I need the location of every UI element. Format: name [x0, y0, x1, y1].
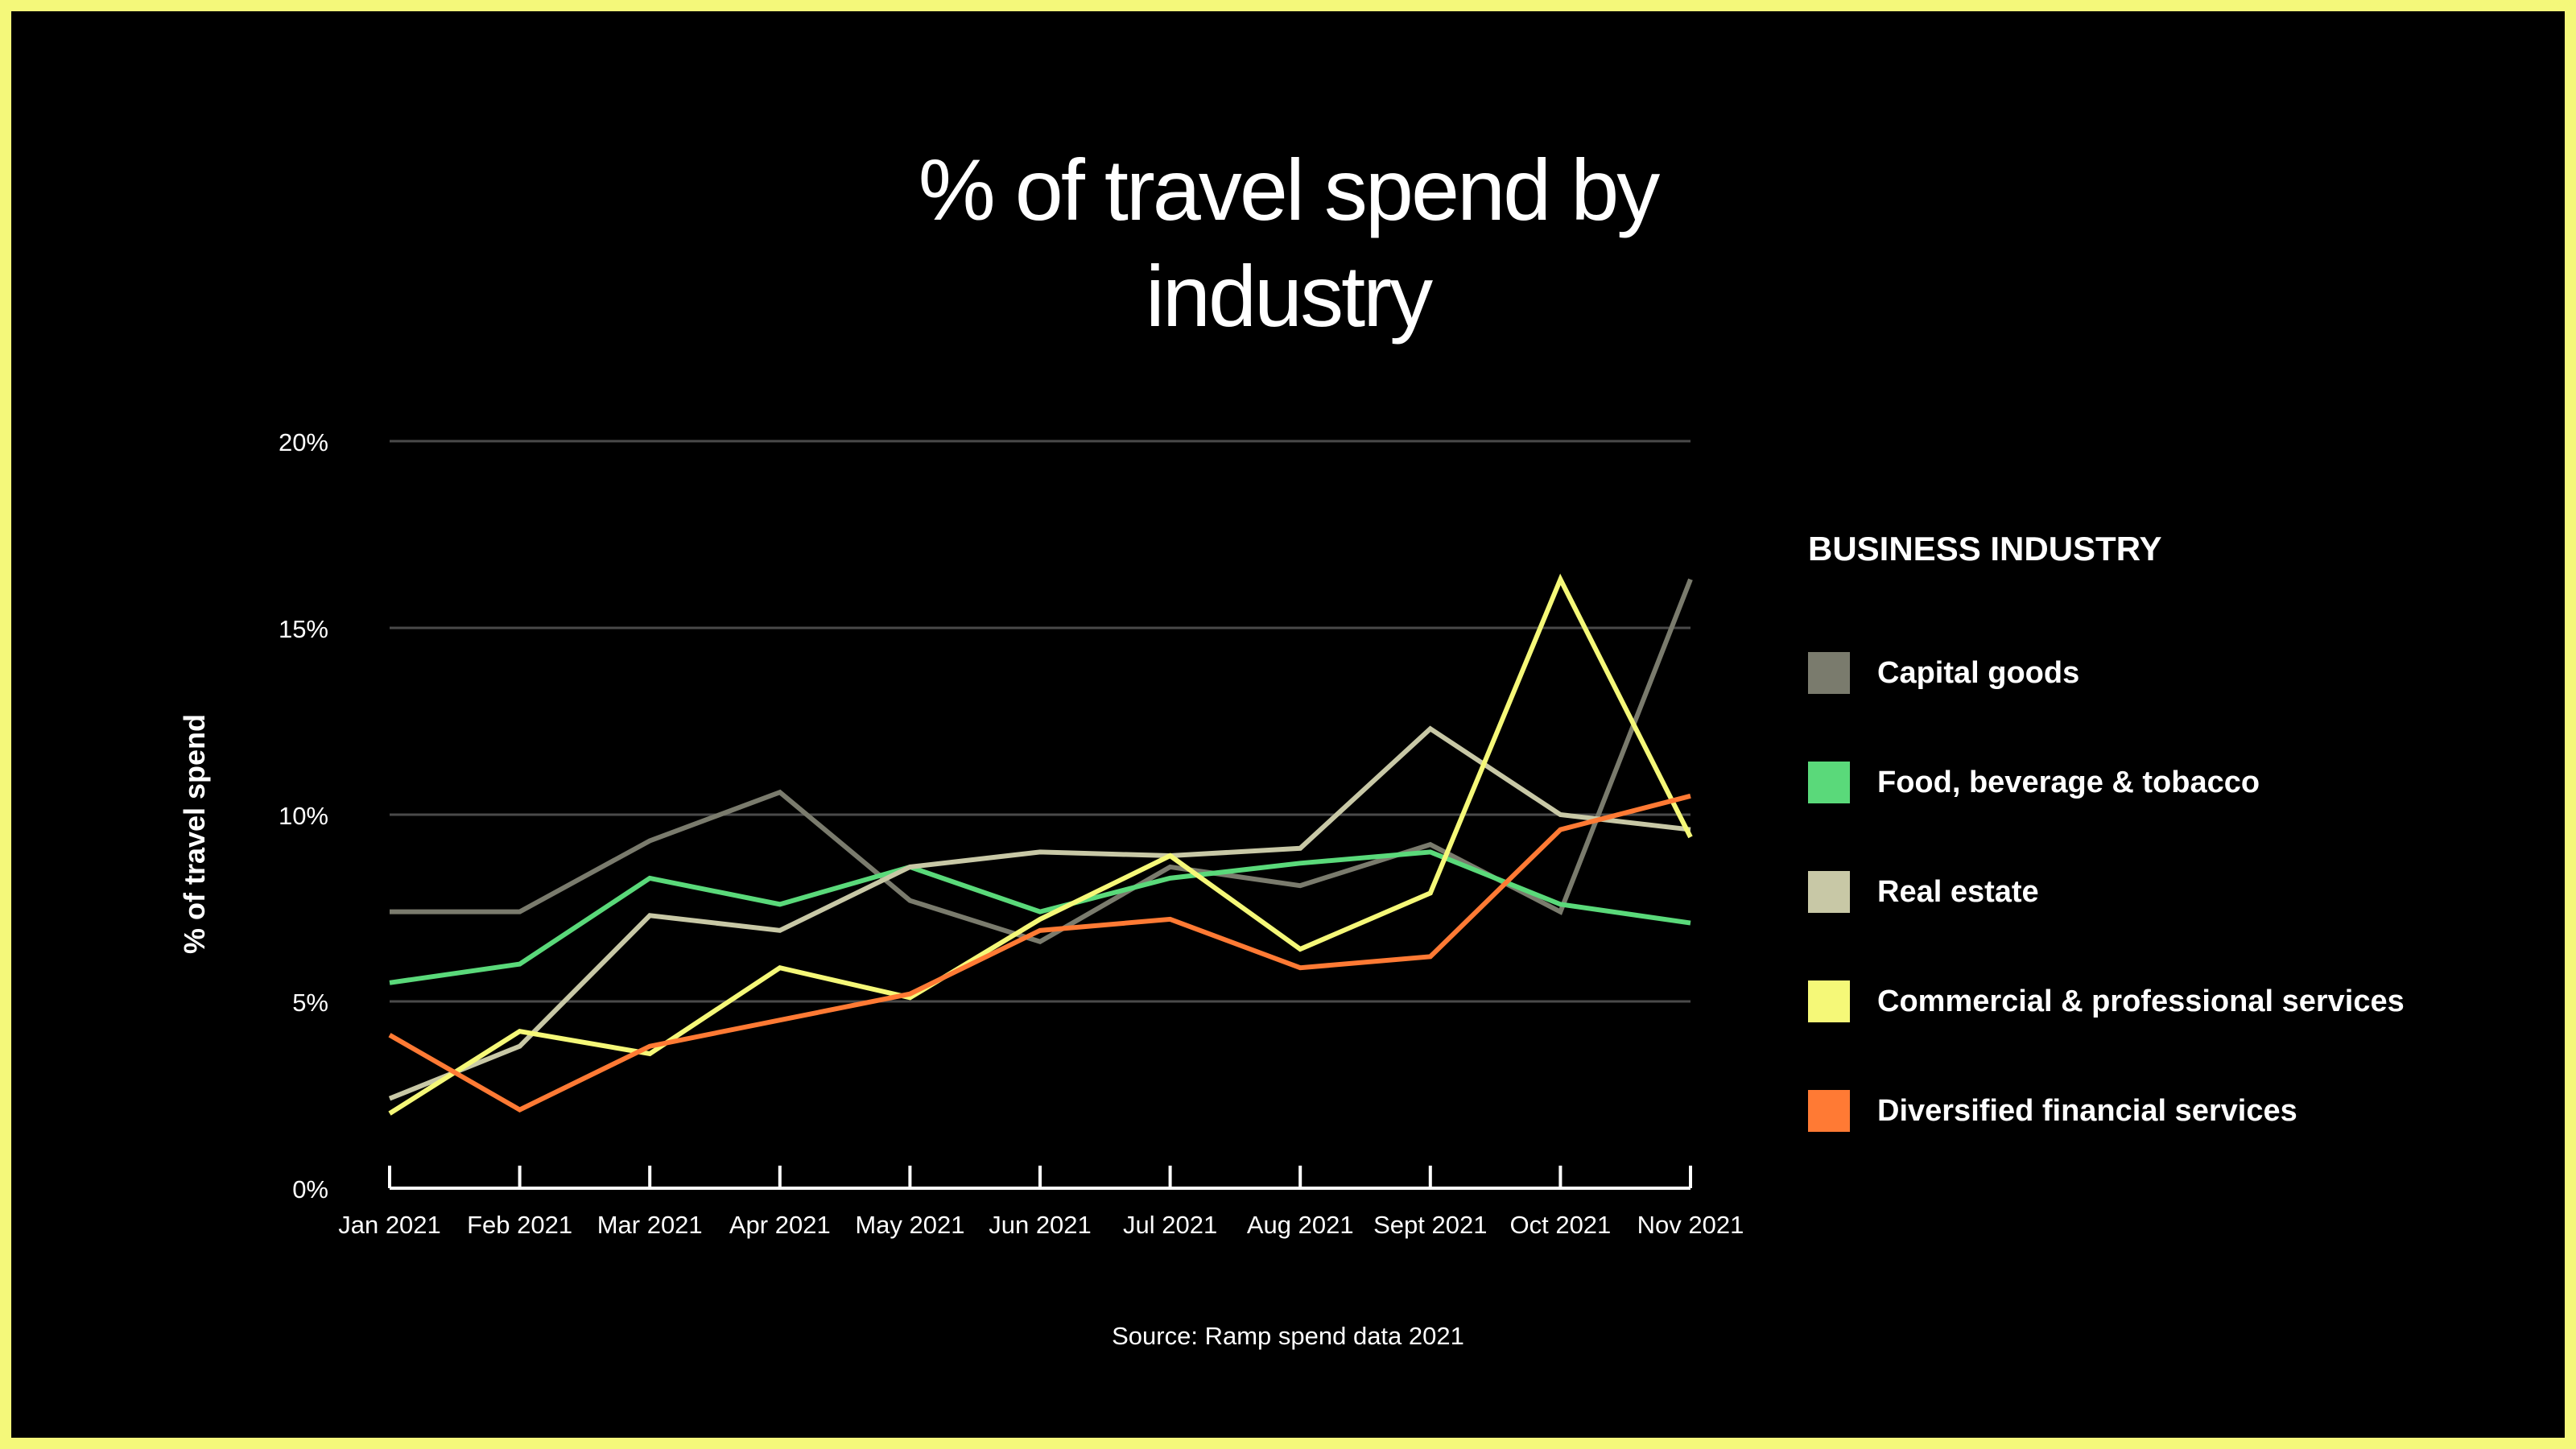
legend-item: Diversified financial services [1808, 1088, 2297, 1133]
x-tick-label: Nov 2021 [1637, 1211, 1744, 1239]
x-tick-label: Jan 2021 [338, 1211, 441, 1239]
legend-label: Diversified financial services [1877, 1093, 2297, 1128]
legend-item: Commercial & professional services [1808, 979, 2405, 1024]
y-tick-label: 0% [292, 1175, 328, 1203]
x-tick-label: Feb 2021 [467, 1211, 572, 1239]
x-tick-label: Jul 2021 [1123, 1211, 1217, 1239]
x-tick-label: May 2021 [855, 1211, 964, 1239]
x-tick-label: Sept 2021 [1373, 1211, 1487, 1239]
legend-swatch [1808, 871, 1850, 913]
x-tick-label: Oct 2021 [1509, 1211, 1611, 1239]
y-axis-tick-labels: 0% 5% 10% 15% 20% [279, 428, 328, 1203]
legend-label: Food, beverage & tobacco [1877, 765, 2260, 799]
y-tick-label: 5% [292, 989, 328, 1017]
series-line-food-beverage-tobacco [389, 849, 1691, 985]
x-axis: Jan 2021 Feb 2021 Mar 2021 Apr 2021 May 2021… [338, 1166, 1744, 1239]
legend-swatch [1808, 762, 1850, 803]
x-tick-label: Jun 2021 [989, 1211, 1092, 1239]
source-note: Source: Ramp spend data 2021 [1112, 1322, 1464, 1350]
y-tick-label: 20% [279, 428, 328, 456]
y-axis-label: % of travel spend [178, 714, 211, 954]
x-tick-label: Apr 2021 [729, 1211, 831, 1239]
legend-label: Real estate [1877, 874, 2039, 909]
legend-swatch [1808, 1090, 1850, 1132]
legend-item: Capital goods [1808, 650, 2079, 696]
legend-label: Capital goods [1877, 655, 2080, 690]
x-tick-label: Mar 2021 [597, 1211, 703, 1239]
legend-label: Commercial & professional services [1877, 984, 2405, 1018]
legend-item: Food, beverage & tobacco [1808, 760, 2260, 805]
legend-title: BUSINESS INDUSTRY [1808, 530, 2162, 568]
legend-swatch [1808, 980, 1850, 1022]
y-tick-label: 15% [279, 615, 328, 643]
chart-frame [11, 11, 2565, 1438]
series-line-commercial-professional-services [388, 573, 1693, 1116]
legend-swatch [1808, 652, 1850, 694]
y-tick-label: 10% [279, 802, 328, 830]
x-tick-label: Aug 2021 [1247, 1211, 1354, 1239]
chart-title: % of travel spend by industry [918, 141, 1661, 345]
series-line-capital-goods [390, 578, 1693, 945]
series-lines [388, 573, 1693, 1116]
series-line-diversified-financial-services [388, 793, 1691, 1113]
legend-item: Real estate [1808, 869, 2039, 914]
grid-lines [390, 440, 1690, 1003]
series-line-real-estate [388, 725, 1691, 1101]
